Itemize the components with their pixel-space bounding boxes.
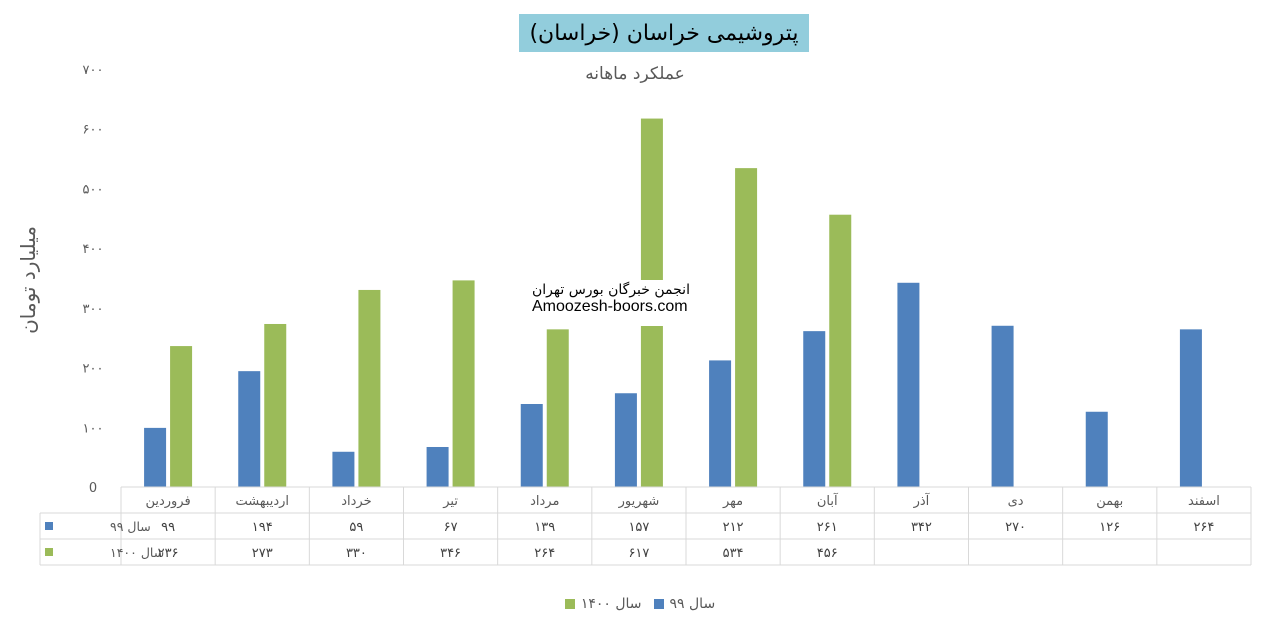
category-label: مرداد	[530, 494, 559, 509]
table-value: ۵۹	[349, 520, 363, 535]
category-label: بهمن	[1096, 494, 1123, 509]
bar-series1	[803, 331, 826, 487]
table-value: ۲۶۴	[534, 546, 555, 561]
category-label: فروردین	[145, 494, 190, 509]
table-value: ۱۹۴	[252, 520, 273, 535]
y-axis-ticks: 0 ۱۰۰ ۲۰۰ ۳۰۰ ۴۰۰ ۵۰۰ ۶۰۰ ۷۰۰	[83, 63, 104, 496]
bar-series1	[991, 325, 1014, 487]
watermark: انجمن خبرگان بورس تهران Amoozesh-boors.c…	[528, 280, 706, 326]
bar-series1	[332, 451, 355, 487]
legend: سال ۹۹ سال ۱۴۰۰	[520, 594, 760, 614]
bar-series2	[829, 214, 852, 487]
chart-title: پتروشیمی خراسان (خراسان)	[519, 14, 809, 52]
chart-subtitle: عملکرد ماهانه	[585, 64, 685, 84]
category-label: اردیبهشت	[235, 494, 289, 509]
table-value: ۳۴۲	[911, 520, 932, 535]
bar-series1	[144, 427, 167, 487]
table-series-swatch	[45, 548, 53, 556]
table-value: ۱۵۷	[628, 520, 649, 535]
bar-series1	[614, 393, 637, 487]
category-label: آذر	[913, 492, 931, 509]
y-tick-label: ۱۰۰	[83, 421, 104, 436]
y-tick-label: ۳۰۰	[83, 302, 104, 317]
y-tick-label: ۷۰۰	[83, 63, 104, 78]
legend-label: سال ۹۹	[669, 596, 716, 612]
table-value: ۲۷۳	[252, 546, 273, 561]
bars	[144, 118, 1202, 487]
watermark-line2: Amoozesh-boors.com	[532, 298, 688, 315]
y-tick-label: ۶۰۰	[83, 123, 104, 138]
bar-series2	[170, 346, 193, 487]
bar-series2	[735, 168, 758, 487]
table-value: ۲۶۴	[1193, 520, 1214, 535]
table-value: ۳۴۶	[440, 546, 461, 561]
y-tick-label: ۵۰۰	[83, 182, 104, 197]
legend-swatch	[564, 599, 575, 609]
category-label: خرداد	[341, 494, 371, 509]
table-value: ۱۲۶	[1099, 520, 1120, 535]
table-value: ۲۷۰	[1005, 520, 1026, 535]
bar-series1	[520, 403, 543, 487]
category-label: آبان	[817, 492, 839, 509]
bar-series1	[426, 446, 449, 487]
table-value: ۳۳۰	[346, 546, 367, 561]
table-value: ۴۵۶	[817, 546, 838, 561]
bar-series2	[452, 280, 475, 487]
watermark-line1: انجمن خبرگان بورس تهران	[532, 282, 690, 298]
y-tick-label: ۴۰۰	[83, 242, 104, 257]
bar-series2	[264, 323, 287, 487]
table-value: ۲۳۶	[158, 546, 179, 561]
legend-label: سال ۱۴۰۰	[580, 596, 642, 612]
category-label: دی	[1008, 494, 1024, 509]
table-value: ۶۷	[444, 520, 458, 535]
category-label: اسفند	[1188, 494, 1220, 509]
bar-series1	[897, 282, 920, 487]
bar-series2	[358, 289, 381, 487]
bar-series1	[238, 371, 261, 487]
legend-item: سال ۱۴۰۰	[564, 596, 642, 612]
table-series-swatch	[45, 522, 53, 530]
legend-swatch	[653, 599, 664, 609]
table-value: ۵۳۴	[723, 546, 744, 561]
bar-series1	[1179, 329, 1202, 487]
bar-series2	[546, 329, 569, 487]
table-value: ۲۶۱	[817, 520, 838, 535]
table-series-name: سال ۹۹	[110, 519, 151, 534]
table-series-name: سال ۱۴۰۰	[110, 545, 164, 560]
table-value: ۲۱۲	[723, 520, 744, 535]
table-value: ۶۱۷	[628, 546, 649, 561]
bar-series1	[1085, 411, 1108, 487]
category-label: تیر	[442, 494, 458, 509]
y-tick-label: 0	[89, 481, 97, 496]
legend-item: سال ۹۹	[653, 596, 716, 612]
data-table: فروردین اردیبهشت خرداد تیر مرداد شهریور مهر آبا…	[39, 486, 1252, 566]
bar-series1	[709, 360, 732, 487]
category-label: شهریور	[618, 494, 660, 509]
table-value: ۱۳۹	[534, 520, 555, 535]
y-tick-label: ۲۰۰	[83, 362, 104, 377]
table-value: ۹۹	[161, 520, 175, 535]
category-label: مهر	[722, 494, 743, 509]
